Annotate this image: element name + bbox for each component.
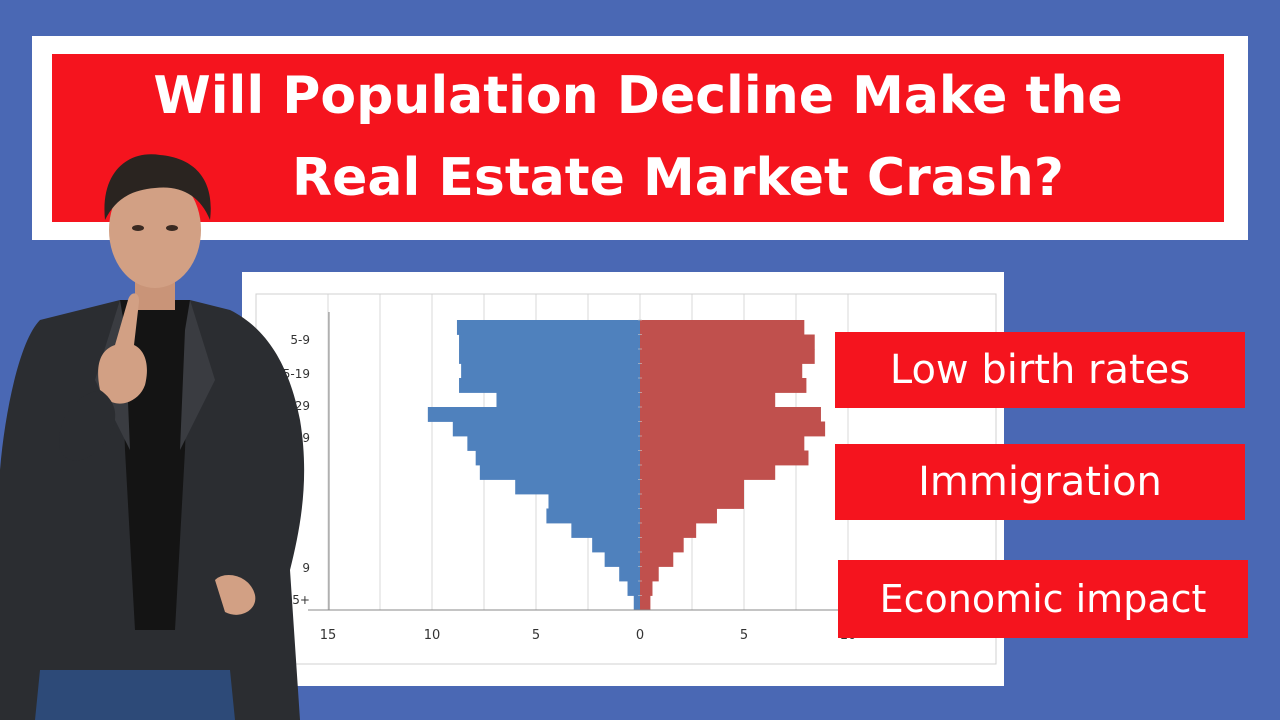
x-tick-labels: 151050510	[320, 628, 857, 643]
female-bar	[640, 421, 826, 437]
chart-svg: 5-915-19-293995+ 151050510	[255, 293, 997, 665]
male-bar	[548, 494, 640, 509]
female-bar	[640, 378, 807, 393]
male-bar	[459, 334, 640, 350]
x-tick-label: 15	[320, 628, 337, 643]
x-tick-label: 10	[424, 628, 441, 643]
male-bar	[459, 378, 640, 393]
male-bar	[627, 581, 640, 596]
callout-low-birth-rates: Low birth rates	[835, 332, 1245, 408]
female-bar	[640, 407, 821, 422]
male-bar	[571, 523, 640, 538]
female-bar	[640, 479, 744, 495]
male-bar	[427, 407, 640, 422]
hair	[104, 154, 211, 220]
x-tick-label: 5	[532, 628, 540, 643]
female-bar	[640, 523, 697, 538]
title-line-1: Will Population Decline Make the	[153, 66, 1123, 126]
callout-immigration: Immigration	[835, 444, 1245, 520]
female-bar	[640, 334, 815, 350]
female-bar	[640, 581, 653, 596]
female-bar	[640, 436, 805, 451]
male-bar	[496, 392, 640, 408]
male-bar	[479, 465, 640, 480]
raised-hand	[98, 293, 147, 404]
title-line-2: Real Estate Market Crash?	[292, 148, 1064, 208]
x-tick-label: 5	[740, 628, 748, 643]
male-bar	[633, 595, 640, 611]
male-bar	[456, 320, 640, 335]
female-bar	[640, 465, 776, 480]
x-tick-label: 0	[636, 628, 644, 643]
female-bar	[640, 566, 659, 582]
face	[109, 172, 201, 288]
male-bar	[619, 566, 640, 582]
female-bar	[640, 363, 803, 379]
female-bar	[640, 595, 651, 611]
female-bar	[640, 537, 684, 553]
left-eye	[132, 225, 144, 231]
male-bar	[592, 537, 640, 553]
male-bar	[461, 363, 640, 379]
bars	[427, 319, 826, 611]
y-tick-label: 5+	[292, 593, 310, 607]
right-eye	[166, 225, 178, 231]
female-bar	[640, 392, 776, 408]
y-tick-label: 9	[302, 561, 310, 575]
title-banner	[52, 54, 1224, 222]
male-bar	[452, 421, 640, 437]
male-bar	[515, 479, 640, 495]
sleeve	[59, 390, 116, 461]
female-bar	[640, 508, 717, 524]
male-bar	[467, 436, 640, 451]
male-bar	[459, 349, 640, 364]
male-bar	[604, 552, 640, 567]
right-lapel	[180, 300, 215, 450]
male-bar	[475, 450, 640, 466]
female-bar	[640, 552, 674, 567]
y-tick-label: 5-9	[290, 333, 310, 347]
female-bar	[640, 320, 805, 335]
presenter-photo	[0, 154, 305, 720]
male-bar	[546, 508, 640, 524]
female-bar	[640, 494, 744, 509]
female-bar	[640, 349, 815, 364]
hip-hand	[215, 575, 256, 615]
female-bar	[640, 450, 809, 466]
jeans	[35, 670, 235, 720]
callout-economic-impact: Economic impact	[838, 560, 1248, 638]
